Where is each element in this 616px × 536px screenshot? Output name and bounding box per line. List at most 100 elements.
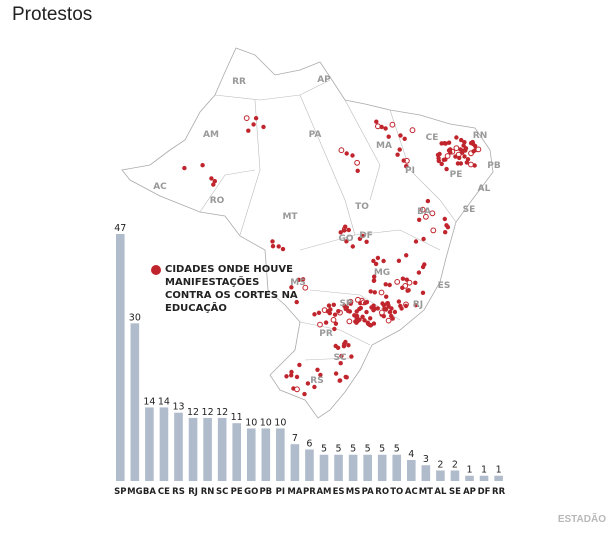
city-dot — [357, 317, 362, 322]
city-dot — [355, 168, 360, 173]
city-dot — [209, 176, 214, 181]
bar-value-label: 10 — [274, 417, 286, 428]
city-dot — [364, 239, 369, 244]
city-dot — [316, 310, 322, 315]
bar-value-label: 6 — [306, 438, 312, 449]
city-dot — [475, 146, 482, 153]
bar — [334, 454, 343, 481]
city-dot — [413, 280, 418, 285]
state-label: RR — [232, 77, 246, 87]
city-dot — [400, 276, 406, 281]
city-dot — [465, 157, 471, 162]
city-dot — [342, 341, 347, 347]
bar-value-label: 1 — [496, 465, 502, 476]
city-dot — [423, 213, 429, 220]
city-dot — [401, 158, 406, 163]
city-dot — [318, 372, 323, 378]
city-dot — [243, 115, 250, 121]
bar-value-label: 5 — [394, 444, 400, 455]
city-dot — [372, 290, 377, 295]
city-dot — [371, 258, 376, 264]
city-dot — [276, 244, 281, 249]
city-dot — [439, 161, 444, 167]
city-dot — [397, 147, 402, 152]
city-dot — [342, 228, 347, 233]
city-dot — [472, 143, 478, 149]
city-dot — [346, 318, 353, 325]
category-label: RJ — [188, 487, 198, 497]
city-dot — [420, 264, 426, 270]
city-dot — [343, 224, 348, 229]
city-dot — [302, 284, 309, 291]
city-dot — [182, 165, 187, 171]
city-dot — [392, 309, 398, 315]
city-dot — [406, 279, 413, 286]
city-dot — [381, 258, 386, 264]
city-dot — [421, 236, 426, 242]
city-dot — [387, 282, 392, 288]
city-dot — [455, 161, 461, 166]
bar — [276, 428, 285, 481]
category-label: TO — [390, 487, 403, 497]
state-border — [309, 289, 401, 321]
city-dot — [416, 270, 422, 275]
bar-value-label: 5 — [379, 444, 385, 455]
city-dot — [344, 305, 349, 310]
bar — [348, 454, 358, 481]
category-label: RS — [172, 487, 185, 497]
city-dot — [357, 236, 363, 241]
city-dot — [471, 149, 476, 154]
city-dot — [403, 303, 409, 309]
city-dot — [357, 306, 362, 312]
city-dot — [294, 374, 300, 380]
city-dot — [297, 362, 302, 368]
bar-value-label: 11 — [231, 412, 243, 423]
bar-value-label: 10 — [245, 417, 257, 428]
city-dot — [409, 127, 416, 134]
city-dot — [406, 288, 411, 293]
bar-value-label: 12 — [216, 407, 228, 418]
city-dot — [454, 135, 459, 140]
city-dot — [383, 126, 388, 131]
city-dot — [346, 308, 351, 314]
city-dot — [211, 182, 216, 187]
city-dot — [331, 302, 336, 307]
city-dot — [302, 391, 307, 397]
chart-title: Protestos — [12, 4, 93, 25]
state-label: PI — [405, 166, 415, 176]
state-label: PR — [319, 329, 333, 339]
city-dot — [212, 179, 217, 184]
city-dot — [395, 152, 400, 157]
category-label: AM — [316, 487, 331, 497]
city-dot — [379, 309, 385, 316]
city-dot — [375, 306, 380, 311]
brazil-map-outline — [121, 47, 494, 419]
city-dot — [461, 143, 466, 148]
bar — [436, 470, 445, 481]
city-dot — [400, 285, 405, 290]
city-dot — [385, 317, 392, 324]
bar-value-label: 12 — [187, 407, 199, 418]
state-border — [344, 99, 381, 201]
bar-value-label: 5 — [321, 444, 327, 455]
city-dot — [439, 141, 444, 146]
bar — [319, 454, 329, 481]
city-dot — [468, 161, 474, 168]
city-dot — [444, 153, 451, 159]
bar — [174, 412, 183, 481]
city-dot — [381, 303, 387, 308]
city-dot — [354, 159, 361, 166]
legend-text: CIDADES ONDE HOUVE MANIFESTAÇÕES CONTRA … — [165, 264, 298, 314]
state-border — [299, 321, 371, 346]
state-label: PB — [487, 161, 501, 171]
bar-value-label: 30 — [129, 312, 141, 323]
city-dot — [294, 299, 299, 305]
city-dot — [280, 246, 286, 252]
city-dot — [374, 119, 379, 124]
category-label: SP — [114, 487, 126, 497]
city-dot — [429, 210, 436, 217]
bar — [392, 454, 402, 481]
category-label: AC — [405, 487, 418, 497]
state-label: RN — [473, 131, 487, 141]
city-dot — [399, 306, 404, 311]
